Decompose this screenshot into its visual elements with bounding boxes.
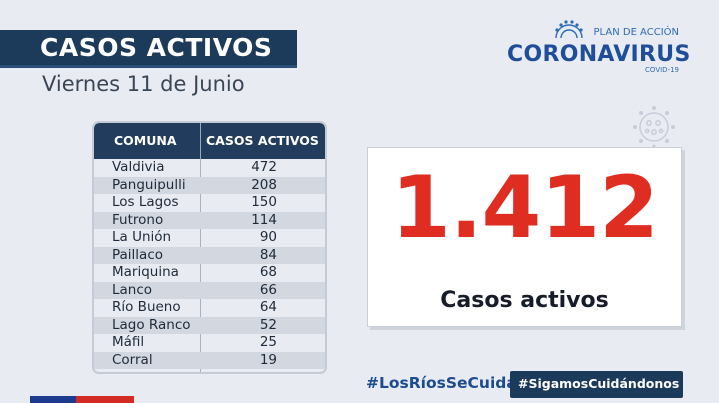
logo-name-text: CORONAVIRUS xyxy=(507,42,691,67)
hashtag-los-rios: #LosRíosSeCuida xyxy=(366,374,517,392)
cases-value: 150 xyxy=(251,194,277,210)
date-label: Viernes 11 de Junio xyxy=(42,72,245,96)
comuna-name: Valdivia xyxy=(112,159,165,175)
page-title: CASOS ACTIVOS xyxy=(40,33,273,62)
table-row: Máfil 25 xyxy=(94,334,325,352)
title-banner: CASOS ACTIVOS xyxy=(0,30,297,68)
table-row: Futrono 114 xyxy=(94,211,325,229)
cases-value: 84 xyxy=(259,246,277,263)
table-row: Lanco 66 xyxy=(94,281,325,299)
cases-value: 66 xyxy=(259,281,277,298)
comuna-name: Lanco xyxy=(112,281,153,298)
active-cases-table: COMUNA CASOS ACTIVOS Valdivia 472 Pangui… xyxy=(92,121,327,374)
table-header: COMUNA CASOS ACTIVOS xyxy=(94,123,325,159)
comuna-name: Corral xyxy=(112,351,153,368)
cases-value: 52 xyxy=(259,316,277,333)
cases-value: 19 xyxy=(259,351,277,368)
table-row: Corral 19 xyxy=(94,351,325,369)
total-cases-card: 1.412 Casos activos xyxy=(367,147,682,327)
virus-watermark-icon xyxy=(633,106,675,147)
total-cases-value: 1.412 xyxy=(390,158,659,258)
cases-value: 114 xyxy=(251,211,277,228)
table-row: Río Bueno 64 xyxy=(94,299,325,317)
cases-value: 64 xyxy=(259,299,277,315)
comuna-name: Paillaco xyxy=(112,246,164,263)
coronavirus-logo: PLAN DE ACCIÓN CORONAVIRUS COVID-19 xyxy=(505,20,690,78)
flag-stripe-red xyxy=(76,396,134,403)
comuna-name: La Unión xyxy=(112,229,172,245)
comuna-name: Mariquina xyxy=(112,264,179,280)
table-row: Valdivia 472 xyxy=(94,159,325,177)
cases-value: 90 xyxy=(259,229,277,245)
comuna-name: Río Bueno xyxy=(112,299,181,315)
table-row: Los Lagos 150 xyxy=(94,194,325,212)
table-row: Mariquina 68 xyxy=(94,264,325,282)
cases-value: 68 xyxy=(259,264,277,280)
comuna-name: Panguipulli xyxy=(112,176,186,193)
cases-value: 25 xyxy=(259,334,277,350)
table-row: La Unión 90 xyxy=(94,229,325,247)
hashtag-box: #SigamosCuidándonos xyxy=(510,371,683,398)
comuna-name: Lago Ranco xyxy=(112,316,191,333)
comuna-name: Máfil xyxy=(112,334,145,350)
cases-value: 208 xyxy=(251,176,277,193)
virus-icon xyxy=(555,20,583,39)
comuna-name: Futrono xyxy=(112,211,164,228)
table-row: Lago Ranco 52 xyxy=(94,316,325,334)
cases-value: 472 xyxy=(251,159,277,175)
total-cases-label: Casos activos xyxy=(440,288,609,313)
logo-plan-text: PLAN DE ACCIÓN xyxy=(593,27,679,38)
hashtag-sigamos: #SigamosCuidándonos xyxy=(518,376,680,391)
logo-sub-text: COVID-19 xyxy=(645,66,679,74)
table-row: Panguipulli 208 xyxy=(94,176,325,194)
header-divider xyxy=(200,123,201,159)
column-divider xyxy=(200,159,201,372)
table-body: Valdivia 472 Panguipulli 208 Los Lagos 1… xyxy=(94,159,325,369)
comuna-name: Los Lagos xyxy=(112,194,179,210)
flag-stripe-blue xyxy=(30,396,76,403)
column-header-casos: CASOS ACTIVOS xyxy=(206,133,319,148)
column-header-comuna: COMUNA xyxy=(114,133,177,148)
table-row: Paillaco 84 xyxy=(94,246,325,264)
